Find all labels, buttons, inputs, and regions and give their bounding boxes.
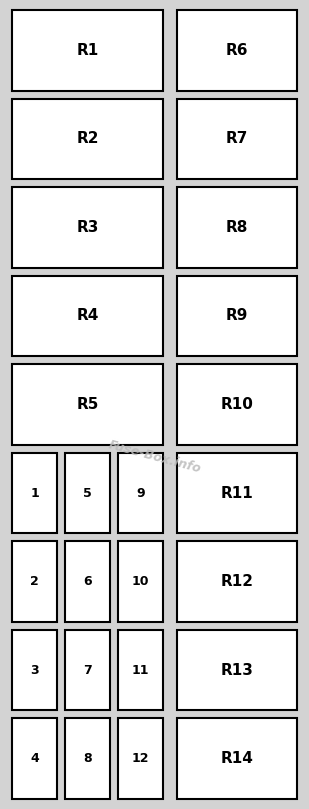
Text: 6: 6	[83, 575, 92, 588]
FancyBboxPatch shape	[65, 453, 110, 533]
FancyBboxPatch shape	[12, 187, 163, 268]
Text: R6: R6	[226, 43, 248, 57]
Text: R10: R10	[221, 397, 253, 412]
Text: Fuse-Box.info: Fuse-Box.info	[107, 438, 202, 476]
FancyBboxPatch shape	[177, 10, 297, 91]
Text: R4: R4	[76, 308, 99, 324]
Text: R8: R8	[226, 220, 248, 235]
Text: R7: R7	[226, 131, 248, 146]
Text: 10: 10	[132, 575, 149, 588]
FancyBboxPatch shape	[65, 630, 110, 710]
Text: 3: 3	[30, 663, 39, 676]
FancyBboxPatch shape	[177, 187, 297, 268]
Text: 4: 4	[30, 752, 39, 765]
FancyBboxPatch shape	[177, 718, 297, 799]
Text: R5: R5	[76, 397, 99, 412]
FancyBboxPatch shape	[118, 630, 163, 710]
Text: R14: R14	[221, 752, 253, 766]
Text: R2: R2	[76, 131, 99, 146]
Text: R9: R9	[226, 308, 248, 324]
FancyBboxPatch shape	[12, 99, 163, 179]
FancyBboxPatch shape	[65, 718, 110, 799]
FancyBboxPatch shape	[177, 99, 297, 179]
FancyBboxPatch shape	[118, 718, 163, 799]
Text: R12: R12	[221, 574, 253, 589]
FancyBboxPatch shape	[118, 453, 163, 533]
Text: 7: 7	[83, 663, 92, 676]
FancyBboxPatch shape	[177, 364, 297, 445]
Text: R1: R1	[76, 43, 99, 57]
Text: R3: R3	[76, 220, 99, 235]
FancyBboxPatch shape	[12, 10, 163, 91]
FancyBboxPatch shape	[12, 453, 57, 533]
Text: 11: 11	[132, 663, 149, 676]
Text: 12: 12	[132, 752, 149, 765]
FancyBboxPatch shape	[12, 718, 57, 799]
Text: 5: 5	[83, 486, 92, 499]
FancyBboxPatch shape	[177, 541, 297, 622]
Text: 9: 9	[136, 486, 145, 499]
FancyBboxPatch shape	[12, 630, 57, 710]
Text: 1: 1	[30, 486, 39, 499]
FancyBboxPatch shape	[118, 541, 163, 622]
FancyBboxPatch shape	[12, 541, 57, 622]
FancyBboxPatch shape	[177, 276, 297, 356]
Text: R11: R11	[221, 485, 253, 501]
FancyBboxPatch shape	[65, 541, 110, 622]
FancyBboxPatch shape	[177, 630, 297, 710]
Text: 2: 2	[30, 575, 39, 588]
FancyBboxPatch shape	[12, 276, 163, 356]
Text: 8: 8	[83, 752, 92, 765]
Text: R13: R13	[221, 663, 253, 678]
FancyBboxPatch shape	[177, 453, 297, 533]
FancyBboxPatch shape	[12, 364, 163, 445]
